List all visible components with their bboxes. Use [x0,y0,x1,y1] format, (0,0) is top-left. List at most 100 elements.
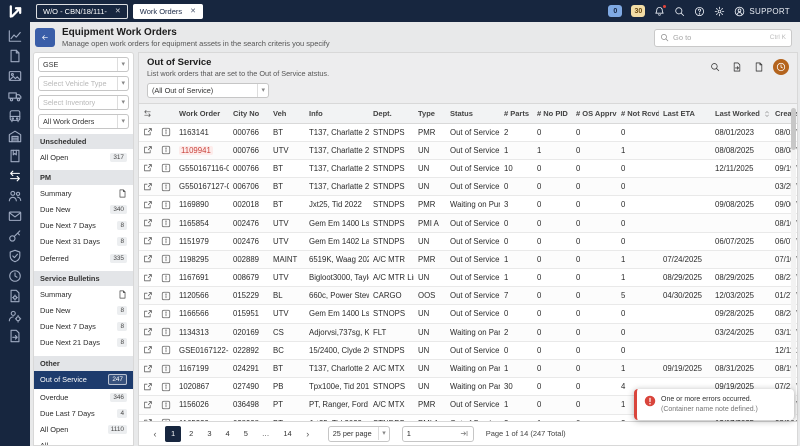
open-work-order-icon[interactable] [139,414,157,421]
column-header-last_eta[interactable]: Last ETA [659,104,711,124]
next-page-button[interactable]: › [300,426,316,442]
scrollbar-thumb[interactable] [791,108,796,150]
column-header-info_icon[interactable] [157,104,175,124]
go-to-page-icon[interactable] [460,429,469,438]
column-header-city_no[interactable]: City No [229,104,269,124]
open-work-order-icon[interactable] [139,213,157,233]
column-header-info[interactable]: Info [305,104,369,124]
column-header-veh[interactable]: Veh [269,104,305,124]
vehicle-type-select[interactable]: Select Vehicle Type ▾ [38,76,129,91]
image-icon[interactable] [8,69,23,84]
column-header-parts[interactable]: # Parts [500,104,533,124]
tab-work-orders[interactable]: Work Orders ✕ [132,3,204,19]
sidebar-item-all-open[interactable]: All Open 1110 [34,421,133,437]
tab-wo-cbn[interactable]: W/O - CBN/18/111- ✕ [36,3,128,19]
info-icon[interactable] [157,250,175,270]
key-icon[interactable] [8,229,23,244]
column-header-no_pid[interactable]: # No PID [533,104,572,124]
info-icon[interactable] [157,268,175,288]
column-header-created[interactable]: Created D [771,104,797,124]
inventory-select[interactable]: Select Inventory ▾ [38,95,129,110]
export-button[interactable] [729,60,744,75]
column-header-expand[interactable] [139,104,157,124]
help-icon[interactable] [694,6,705,17]
users-icon[interactable] [8,189,23,204]
vertical-scrollbar[interactable] [791,106,796,419]
info-icon[interactable] [157,304,175,324]
global-search-icon[interactable] [674,6,685,17]
open-work-order-icon[interactable] [139,304,157,324]
open-work-order-icon[interactable] [139,123,157,142]
table-row[interactable]: G550167116-08-2000766BTT137, Charlatte 2… [139,159,797,179]
info-icon[interactable] [157,414,175,421]
file-export-icon[interactable] [8,329,23,344]
per-page-select[interactable]: 25 per page ▾ [327,425,390,442]
info-icon[interactable] [157,159,175,179]
open-work-order-icon[interactable] [139,177,157,197]
garage-icon[interactable] [8,129,23,144]
settings-icon[interactable] [714,6,725,17]
page-button-5[interactable]: 5 [238,426,254,442]
info-icon[interactable] [157,377,175,397]
sidebar-item-summary[interactable]: Summary [34,286,133,302]
column-header-type[interactable]: Type [414,104,446,124]
goto-page-input[interactable]: 1 [401,425,474,442]
info-icon[interactable] [157,323,175,342]
shield-check-icon[interactable] [8,249,23,264]
open-work-order-icon[interactable] [139,195,157,215]
sidebar-item-deferred[interactable]: Deferred 335 [34,250,133,266]
open-work-order-icon[interactable] [139,250,157,270]
asset-group-select[interactable]: GSE ▾ [38,57,129,72]
file-icon[interactable] [8,49,23,64]
info-icon[interactable] [157,395,175,415]
app-logo[interactable] [0,0,30,22]
counter-badge-blue[interactable]: 0 [608,5,623,17]
table-row[interactable]: 1198295 002889 MAINT 6519K, Waag 2020 A/C MT… [139,250,797,270]
open-work-order-icon[interactable] [139,341,157,360]
column-header-work_order[interactable]: Work Order [175,104,229,124]
page-button-2[interactable]: 2 [183,426,199,442]
history-button[interactable] [773,59,789,75]
info-icon[interactable] [157,286,175,306]
info-icon[interactable] [157,341,175,360]
notifications-icon[interactable] [654,4,667,17]
out-of-service-filter-select[interactable]: (All Out of Service) ▾ [147,83,269,98]
file-gear-icon[interactable] [8,289,23,304]
back-button[interactable] [35,28,55,47]
open-work-order-icon[interactable] [139,159,157,179]
page-button-1[interactable]: 1 [165,425,182,442]
sidebar-item-due-next-31-days[interactable]: Due Next 31 Days 8 [34,234,133,250]
close-icon[interactable]: ✕ [190,8,197,15]
sidebar-item-summary[interactable]: Summary [34,185,133,201]
file-bookmark-icon[interactable] [8,149,23,164]
column-header-last_worked[interactable]: Last Worked [711,104,771,124]
open-work-order-icon[interactable] [139,232,157,251]
sidebar-item-due-new[interactable]: Due New 340 [34,201,133,217]
open-work-order-icon[interactable] [139,377,157,397]
sidebar-item-due-last-7-days[interactable]: Due Last 7 Days 4 [34,405,133,421]
page-button-3[interactable]: 3 [201,426,217,442]
sidebar-item-due-next-21-days[interactable]: Due Next 21 Days 8 [34,335,133,351]
line-chart-icon[interactable] [8,29,23,44]
sidebar-item-overdue[interactable]: Overdue 346 [34,389,133,405]
info-icon[interactable] [157,195,175,215]
info-icon[interactable] [157,177,175,197]
open-work-order-icon[interactable] [139,268,157,288]
work-orders-select[interactable]: All Work Orders ▾ [38,114,129,129]
open-work-order-icon[interactable] [139,286,157,306]
sidebar-item-all[interactable]: All [34,438,133,445]
table-row[interactable]: G550167127-02-2006706BTT137, Charlatte 2… [139,177,797,197]
open-work-order-icon[interactable] [139,395,157,415]
table-search-button[interactable] [707,60,722,75]
page-ellipsis[interactable]: … [256,426,276,442]
column-header-not_rcvd[interactable]: # Not Rcvd [617,104,659,124]
swap-arrows-icon[interactable] [8,169,23,184]
page-button-14[interactable]: 14 [277,426,297,442]
